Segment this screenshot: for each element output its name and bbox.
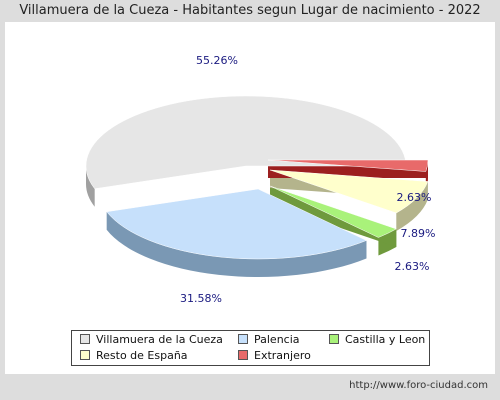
pie-label-castilla-y-leon: 2.63% bbox=[395, 260, 430, 273]
legend-label-palencia: Palencia bbox=[254, 333, 300, 346]
legend-swatch-palencia bbox=[238, 334, 248, 344]
legend-swatch-extranjero bbox=[238, 350, 248, 360]
legend-label-resto-de-espana: Resto de España bbox=[96, 349, 188, 362]
chart-area: 55.26% 31.58% 2.63% 7.89% 2.63% bbox=[5, 22, 495, 374]
legend-label-villamuera: Villamuera de la Cueza bbox=[96, 333, 223, 346]
legend-item-castilla-y-leon: Castilla y Leon bbox=[329, 333, 425, 347]
legend-item-palencia: Palencia bbox=[238, 333, 300, 347]
pie-label-villamuera: 55.26% bbox=[196, 54, 238, 67]
footer-url: http://www.foro-ciudad.com bbox=[349, 380, 488, 391]
legend-item-villamuera: Villamuera de la Cueza bbox=[80, 333, 223, 347]
pie-side-villamuera bbox=[86, 166, 95, 207]
chart-title: Villamuera de la Cueza - Habitantes segu… bbox=[19, 3, 481, 18]
legend-swatch-villamuera bbox=[80, 334, 90, 344]
pie-slice-castilla-y-leon bbox=[269, 185, 397, 238]
pie-slice-palencia bbox=[106, 188, 368, 260]
pie-side-resto-de-espana bbox=[396, 181, 428, 231]
pie-label-palencia: 31.58% bbox=[180, 292, 222, 305]
pie-label-resto-de-espana: 7.89% bbox=[401, 227, 436, 240]
legend-swatch-resto-de-espana bbox=[80, 350, 90, 360]
chart-legend: Villamuera de la Cueza Palencia Castilla… bbox=[71, 330, 430, 366]
pie-slice-villamuera bbox=[85, 95, 407, 190]
pie-slice-extranjero bbox=[267, 159, 429, 172]
legend-label-castilla-y-leon: Castilla y Leon bbox=[345, 333, 426, 346]
pie-label-extranjero: 2.63% bbox=[397, 191, 432, 204]
legend-item-extranjero: Extranjero bbox=[238, 349, 311, 363]
legend-item-resto-de-espana: Resto de España bbox=[80, 349, 188, 363]
pie-chart: 55.26% 31.58% 2.63% 7.89% 2.63% bbox=[85, 54, 436, 305]
legend-label-extranjero: Extranjero bbox=[254, 349, 311, 362]
legend-swatch-castilla-y-leon bbox=[329, 334, 339, 344]
pie-side-palencia bbox=[106, 211, 367, 277]
pie-slice-resto-de-espana bbox=[269, 169, 429, 214]
